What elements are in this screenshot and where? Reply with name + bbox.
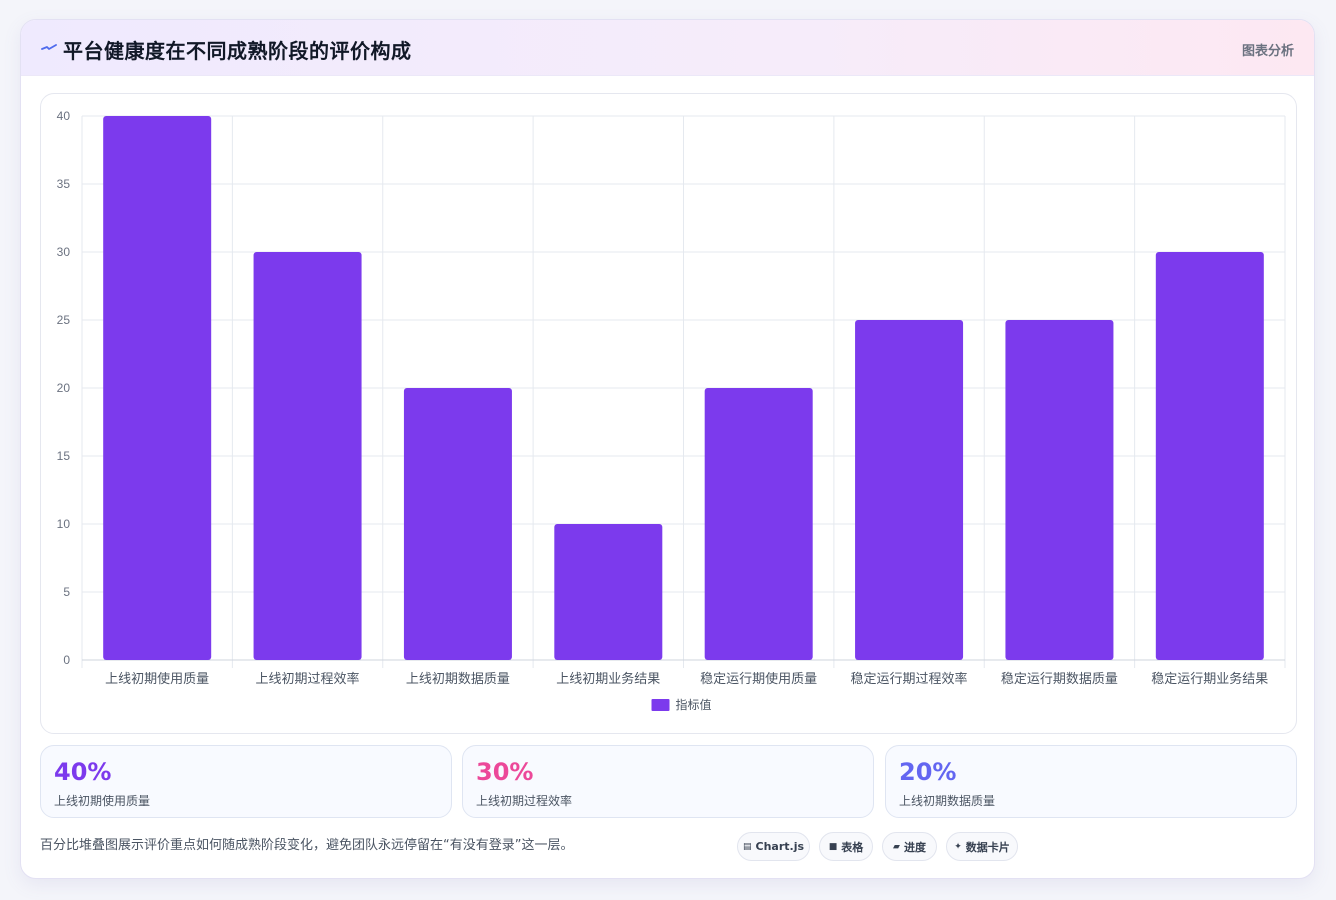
y-tick-label: 20 — [57, 381, 71, 395]
legend-label: 指标值 — [676, 697, 712, 712]
pill-label: 数据卡片 — [965, 840, 1010, 854]
pill-label: Chart.js — [755, 840, 805, 853]
stat-value: 20% — [899, 758, 957, 786]
progress-pill[interactable]: ▰ 进度 — [882, 832, 937, 861]
chart-card: 平台健康度在不同成熟阶段的评价构成 图表分析 0 5 10 15 20 25 30 35 40 上… — [20, 19, 1315, 879]
sparkle-icon: ✦ — [954, 841, 962, 852]
legend-swatch — [651, 699, 670, 711]
y-tick-label: 5 — [63, 585, 70, 599]
x-tick-label: 稳定运行期业务结果 — [1151, 671, 1268, 686]
bar — [253, 252, 362, 660]
bar — [554, 524, 663, 660]
x-tick-label: 上线初期使用质量 — [105, 671, 209, 686]
x-tick-label: 上线初期数据质量 — [406, 671, 510, 686]
chart-title: 平台健康度在不同成熟阶段的评价构成 — [63, 39, 412, 63]
card-header: 平台健康度在不同成熟阶段的评价构成 图表分析 — [21, 20, 1314, 76]
stat-value: 30% — [476, 758, 534, 786]
y-tick-label: 40 — [57, 109, 71, 123]
pill-label: 表格 — [841, 840, 864, 854]
x-tick-label: 稳定运行期数据质量 — [1001, 671, 1118, 686]
bar-chart: 0 5 10 15 20 25 30 35 40 上线初期使用质量 上线初期过程效率 上线初期数据质量… — [57, 109, 1286, 712]
footnote: 百分比堆叠图展示评价重点如何随成熟阶段变化，避免团队永远停留在“有没有登录”这一… — [40, 838, 574, 853]
y-tick-label: 0 — [63, 653, 70, 667]
x-tick-label: 稳定运行期使用质量 — [700, 671, 817, 686]
chart-icon: ▤ — [742, 841, 752, 852]
bar — [103, 116, 212, 660]
stat-value: 40% — [54, 758, 112, 786]
stat-label: 上线初期过程效率 — [476, 794, 573, 808]
bar — [403, 388, 512, 660]
x-tick-label: 稳定运行期过程效率 — [851, 671, 968, 686]
y-tick-label: 25 — [57, 313, 71, 327]
y-tick-label: 10 — [57, 517, 71, 531]
x-tick-label: 上线初期业务结果 — [556, 671, 660, 686]
data-card-pill[interactable]: ✦ 数据卡片 — [946, 832, 1018, 861]
header-tag: 图表分析 — [1241, 44, 1294, 59]
stat-card: 20% 上线初期数据质量 — [885, 745, 1297, 818]
bar — [1005, 320, 1114, 660]
y-tick-label: 30 — [57, 245, 71, 259]
bar — [1155, 252, 1264, 660]
stat-label: 上线初期使用质量 — [54, 794, 151, 808]
stat-label: 上线初期数据质量 — [899, 794, 996, 808]
table-pill[interactable]: ■ 表格 — [819, 832, 873, 861]
stat-card: 30% 上线初期过程效率 — [462, 745, 874, 818]
y-tick-label: 15 — [57, 449, 71, 463]
pill-label: 进度 — [903, 840, 926, 854]
stat-card: 40% 上线初期使用质量 — [40, 745, 452, 818]
chart-panel: 0 5 10 15 20 25 30 35 40 上线初期使用质量 上线初期过程效率 上线初期数据质量… — [40, 93, 1297, 734]
y-tick-label: 35 — [57, 177, 71, 191]
progress-icon: ▰ — [893, 841, 900, 852]
table-icon: ■ — [828, 841, 838, 852]
spark-icon — [41, 44, 57, 50]
x-tick-label: 上线初期过程效率 — [256, 671, 360, 686]
bar — [704, 388, 813, 660]
chartjs-pill[interactable]: ▤ Chart.js — [737, 832, 810, 861]
bar — [855, 320, 964, 660]
